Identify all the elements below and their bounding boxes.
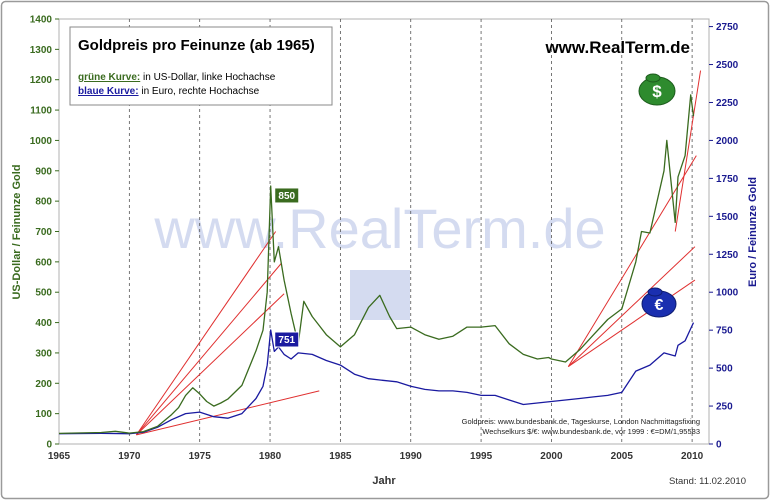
y-left-tick-label: 1200 xyxy=(30,75,53,86)
legend-line-blue: blaue Kurve: in Euro, rechte Hochachse xyxy=(78,86,260,97)
legend-key-blue: blaue Kurve: xyxy=(78,86,139,97)
brand-label: www.RealTerm.de xyxy=(544,38,690,57)
trend-line xyxy=(135,263,282,436)
svg-text:€: € xyxy=(655,297,664,314)
legend-box-frame xyxy=(69,26,333,106)
dollar-bag-icon: $ xyxy=(638,73,676,106)
annotation-box xyxy=(274,331,300,348)
y-right-tick-label: 2500 xyxy=(716,60,739,71)
y-right-tick-label: 750 xyxy=(716,326,733,337)
x-tick-label: 1985 xyxy=(329,451,352,462)
y-left-tick-label: 0 xyxy=(46,440,52,451)
y-left-tick-label: 800 xyxy=(35,197,52,208)
x-tick-labels: 1965 1970 1975 1980 1985 1990 1995 2000 2005 2010 xyxy=(48,451,704,462)
legend-text-green: in US-Dollar, linke Hochachse xyxy=(140,72,275,83)
trend-line xyxy=(568,279,696,368)
y-right-tick-label: 2250 xyxy=(716,98,739,109)
y-left-tick-label: 1300 xyxy=(30,45,53,56)
usd-series-line xyxy=(58,94,695,435)
y-right-tick-label: 250 xyxy=(716,402,733,413)
y-left-tick-label: 1400 xyxy=(30,15,53,26)
y-left-tick-label: 500 xyxy=(35,288,52,299)
x-tick-label: 1965 xyxy=(48,451,71,462)
trend-line xyxy=(674,70,702,232)
y-left-tick-label: 1000 xyxy=(30,136,53,147)
x-gridlines xyxy=(128,19,693,444)
y-right-tick-labels: 0 250 500 750 1000 1250 1500 1750 2000 2250 2500 27… xyxy=(709,22,739,451)
annotation-box xyxy=(274,187,300,204)
svg-text:$: $ xyxy=(652,82,662,101)
x-tick-label: 2000 xyxy=(540,451,563,462)
x-tick-label: 1995 xyxy=(470,451,493,462)
y-left-tick-label: 100 xyxy=(35,409,52,420)
y-right-tick-label: 1250 xyxy=(716,250,739,261)
x-tick-label: 2010 xyxy=(681,451,704,462)
x-axis-label: Jahr xyxy=(372,475,396,487)
source-line-2: Wechselkurs $/€: www.bundesbank.de, vor … xyxy=(482,427,700,436)
trend-line xyxy=(136,390,320,436)
y-right-tick-label: 1750 xyxy=(716,174,739,185)
watermark: www.RealTerm.de xyxy=(153,197,606,320)
y-left-tick-label: 300 xyxy=(35,348,52,359)
trend-lines xyxy=(135,70,702,436)
y-right-tick-label: 500 xyxy=(716,364,733,375)
y-left-tick-labels: 0 100 200 300 400 500 600 700 800 900 1000 1100 1200… xyxy=(30,15,59,451)
source-line-1: Goldpreis: www.bundesbank.de, Tageskurse… xyxy=(462,417,700,426)
series-lines xyxy=(58,94,695,435)
y-left-tick-label: 1100 xyxy=(30,106,52,117)
legend-box: Goldpreis pro Feinunze (ab 1965) grüne K… xyxy=(69,26,333,106)
x-tick-label: 2005 xyxy=(611,451,634,462)
y-left-tick-label: 900 xyxy=(35,166,52,177)
x-tick-label: 1975 xyxy=(189,451,212,462)
peak-annotations: 850 751 xyxy=(274,187,300,348)
watermark-text: www.RealTerm.de xyxy=(153,197,605,260)
legend-line-green: grüne Kurve: in US-Dollar, linke Hochach… xyxy=(78,72,276,83)
y-axis-label-right: Euro / Feinunze Gold xyxy=(747,177,759,287)
chart-title: Goldpreis pro Feinunze (ab 1965) xyxy=(78,37,315,54)
stand-date: Stand: 11.02.2010 xyxy=(669,476,746,487)
annotation-label: 751 xyxy=(278,335,295,346)
y-right-tick-label: 1000 xyxy=(716,288,739,299)
x-tick-label: 1990 xyxy=(400,451,423,462)
y-left-tick-label: 600 xyxy=(35,257,52,268)
y-right-tick-label: 0 xyxy=(716,440,722,451)
y-right-tick-label: 2000 xyxy=(716,136,739,147)
annotation-label: 850 xyxy=(278,191,295,202)
x-tick-label: 1980 xyxy=(259,451,282,462)
trend-line xyxy=(567,155,697,367)
y-left-tick-label: 400 xyxy=(35,318,52,329)
euro-bag-icon: € xyxy=(641,287,677,318)
y-left-tick-label: 200 xyxy=(35,379,52,390)
eur-series-line xyxy=(58,322,695,435)
y-axis-label-left: US-Dollar / Feinunze Gold xyxy=(11,164,23,299)
legend-text-blue: in Euro, rechte Hochachse xyxy=(139,86,260,97)
x-tick-label: 1970 xyxy=(118,451,141,462)
trend-line xyxy=(567,246,696,367)
y-right-tick-label: 2750 xyxy=(716,22,739,33)
y-left-tick-label: 700 xyxy=(35,227,52,238)
y-right-tick-label: 1500 xyxy=(716,212,739,223)
trend-line xyxy=(135,231,277,436)
legend-key-green: grüne Kurve: xyxy=(78,72,140,83)
trend-line xyxy=(136,293,285,436)
